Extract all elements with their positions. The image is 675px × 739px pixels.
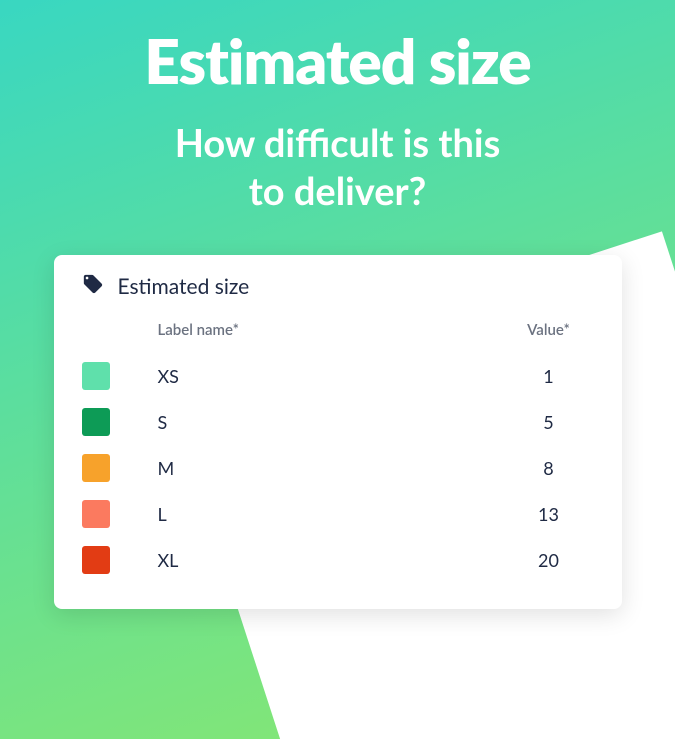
card-title: Estimated size: [118, 274, 250, 299]
label-name-cell: S: [158, 411, 504, 433]
value-cell: 20: [504, 549, 594, 571]
hero-section: Estimated size How difficult is this to …: [0, 0, 675, 215]
value-cell: 1: [504, 365, 594, 387]
value-cell: 5: [504, 411, 594, 433]
table-row: S5: [82, 399, 594, 445]
value-cell: 8: [504, 457, 594, 479]
label-name-cell: XL: [158, 549, 504, 571]
column-header-name: Label name*: [158, 321, 504, 339]
table-row: XL20: [82, 537, 594, 583]
table-row: M8: [82, 445, 594, 491]
label-name-cell: XS: [158, 365, 504, 387]
table-row: XS1: [82, 353, 594, 399]
color-swatch: [82, 546, 110, 574]
label-name-cell: M: [158, 457, 504, 479]
subtitle-line-1: How difficult is this: [175, 120, 501, 166]
card-header: Estimated size: [82, 273, 594, 313]
table-header-row: Label name* Value*: [82, 313, 594, 353]
estimated-size-card: Estimated size Label name* Value* XS1S5M…: [54, 255, 622, 609]
page-title: Estimated size: [0, 24, 675, 98]
table-body: XS1S5M8L13XL20: [82, 353, 594, 583]
page-subtitle: How difficult is this to deliver?: [0, 120, 675, 215]
tag-icon: [82, 273, 104, 299]
color-swatch: [82, 362, 110, 390]
color-swatch: [82, 454, 110, 482]
table-row: L13: [82, 491, 594, 537]
color-swatch: [82, 408, 110, 436]
value-cell: 13: [504, 503, 594, 525]
label-name-cell: L: [158, 503, 504, 525]
column-header-value: Value*: [504, 321, 594, 339]
color-swatch: [82, 500, 110, 528]
subtitle-line-2: to deliver?: [249, 168, 426, 214]
